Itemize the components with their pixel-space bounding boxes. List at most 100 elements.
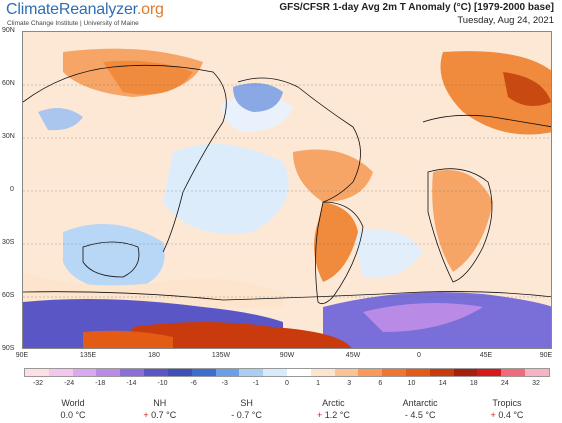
lat-label-90n: 90N bbox=[2, 27, 15, 34]
colorbar-segment bbox=[310, 369, 335, 376]
stat-number: 0.7 °C bbox=[151, 410, 177, 420]
lat-label-30n: 30N bbox=[2, 133, 15, 140]
colorbar-segment bbox=[286, 369, 311, 376]
stat-nh: NH + 0.7 °C bbox=[117, 398, 203, 420]
colorbar-segment bbox=[120, 369, 145, 376]
antarctic-coldest-core bbox=[363, 303, 483, 332]
lon-label-90e-right: 90E bbox=[539, 352, 553, 359]
colorbar-tick-label: -24 bbox=[64, 380, 75, 387]
colorbar-segment bbox=[96, 369, 121, 376]
colorbar-segment bbox=[167, 369, 192, 376]
stat-sign: + bbox=[490, 410, 496, 420]
logo-subtitle: Climate Change Institute | University of… bbox=[7, 20, 139, 27]
colorbar-tick-label: 1 bbox=[316, 380, 321, 387]
region-stats: World 0.0 °C NH + 0.7 °C SH - 0.7 °C Arc… bbox=[30, 398, 550, 420]
lon-label-90e-left: 90E bbox=[15, 352, 29, 359]
colorbar-segment bbox=[239, 369, 264, 376]
colorbar-tick-label: -18 bbox=[95, 380, 106, 387]
logo: ClimateReanalyzer.org bbox=[6, 1, 164, 19]
colorbar-segment bbox=[477, 369, 502, 376]
stat-value: - 0.7 °C bbox=[204, 410, 290, 420]
stat-label: Arctic bbox=[322, 398, 345, 408]
stat-label: Antarctic bbox=[402, 398, 438, 408]
indian-cool-patch bbox=[63, 224, 165, 292]
stat-value: + 1.2 °C bbox=[290, 410, 376, 420]
anomaly-map[interactable] bbox=[22, 31, 552, 349]
lon-label-0: 0 bbox=[417, 352, 421, 359]
colorbar-segment bbox=[406, 369, 430, 376]
south-america-warm bbox=[314, 202, 358, 282]
stat-number: 0.0 °C bbox=[60, 410, 86, 420]
stat-sh: SH - 0.7 °C bbox=[204, 398, 290, 420]
lon-label-180: 180 bbox=[148, 352, 160, 359]
logo-text-reanalyzer: Reanalyzer bbox=[58, 1, 137, 18]
stat-label: SH bbox=[240, 398, 253, 408]
colorbar-segment bbox=[263, 369, 287, 376]
stat-value: - 4.5 °C bbox=[377, 410, 463, 420]
lat-label-30s: 30S bbox=[2, 239, 15, 246]
lat-label-60s: 60S bbox=[2, 292, 15, 299]
colorbar-tick-label: 0 bbox=[285, 380, 289, 387]
colorbar-segment bbox=[48, 369, 73, 376]
stat-sign: + bbox=[143, 410, 149, 420]
colorbar-segment bbox=[334, 369, 359, 376]
lon-label-45e: 45E bbox=[479, 352, 493, 359]
stat-sign: - bbox=[404, 410, 408, 420]
graticule bbox=[23, 84, 551, 298]
anomaly-map-svg bbox=[23, 32, 551, 348]
map-date: Tuesday, Aug 24, 2021 bbox=[457, 15, 554, 26]
stat-value: + 0.7 °C bbox=[117, 410, 203, 420]
colorbar-tick-label: 10 bbox=[407, 380, 416, 387]
europe-warm bbox=[440, 51, 551, 135]
stat-world: World 0.0 °C bbox=[30, 398, 116, 420]
lat-label-0: 0 bbox=[10, 186, 14, 193]
stat-value: 0.0 °C bbox=[30, 410, 116, 420]
central-asia-cool bbox=[38, 108, 83, 131]
colorbar-tick-label: 6 bbox=[378, 380, 383, 387]
stat-value: + 0.4 °C bbox=[464, 410, 550, 420]
us-warm bbox=[293, 149, 373, 202]
colorbar-segment bbox=[25, 369, 49, 376]
colorbar-segment bbox=[358, 369, 383, 376]
antarctic-warm-edge bbox=[83, 330, 173, 348]
colorbar-tick-label: 18 bbox=[469, 380, 478, 387]
lon-label-135e: 135E bbox=[79, 352, 97, 359]
colorbar-tick-label: -10 bbox=[157, 380, 168, 387]
colorbar-tick-label: 32 bbox=[532, 380, 540, 387]
colorbar-tick-label: -32 bbox=[32, 380, 44, 387]
colorbar-tick-label: -1 bbox=[252, 380, 259, 387]
colorbar bbox=[24, 368, 550, 377]
colorbar-tick-label: 3 bbox=[347, 380, 352, 387]
colorbar-tick-label: 14 bbox=[438, 380, 447, 387]
lat-label-90s: 90S bbox=[2, 345, 15, 352]
logo-text-org: .org bbox=[136, 1, 164, 18]
stat-label: NH bbox=[153, 398, 167, 408]
antarctic-warm bbox=[123, 322, 352, 348]
logo-text-climate: Climate bbox=[6, 1, 59, 18]
colorbar-segment bbox=[501, 369, 526, 376]
stat-label: World bbox=[61, 398, 85, 408]
stat-number: 0.7 °C bbox=[236, 410, 262, 420]
colorbar-tick-label: -6 bbox=[190, 380, 197, 387]
colorbar-tick-label: 24 bbox=[500, 380, 509, 387]
colorbar-segment bbox=[72, 369, 97, 376]
colorbar-segment bbox=[453, 369, 478, 376]
europe-hot-core bbox=[503, 72, 551, 106]
lon-label-135w: 135W bbox=[211, 352, 231, 359]
stat-arctic: Arctic + 1.2 °C bbox=[290, 398, 376, 420]
stat-tropics: Tropics + 0.4 °C bbox=[464, 398, 550, 420]
stat-sign: + bbox=[316, 410, 323, 420]
canada-cool bbox=[233, 83, 283, 112]
africa-warm bbox=[432, 170, 493, 272]
colorbar-segment bbox=[525, 369, 549, 376]
stat-number: 1.2 °C bbox=[324, 410, 350, 420]
colorbar-segment bbox=[429, 369, 454, 376]
map-title: GFS/CFSR 1-day Avg 2m T Anomaly (°C) [19… bbox=[279, 2, 554, 13]
lon-label-45w: 45W bbox=[345, 352, 361, 359]
lon-label-90w: 90W bbox=[279, 352, 295, 359]
coastlines bbox=[23, 64, 551, 305]
stat-number: 0.4 °C bbox=[498, 410, 524, 420]
colorbar-segment bbox=[144, 369, 168, 376]
colorbar-segment bbox=[215, 369, 240, 376]
lat-label-60n: 60N bbox=[2, 80, 15, 87]
